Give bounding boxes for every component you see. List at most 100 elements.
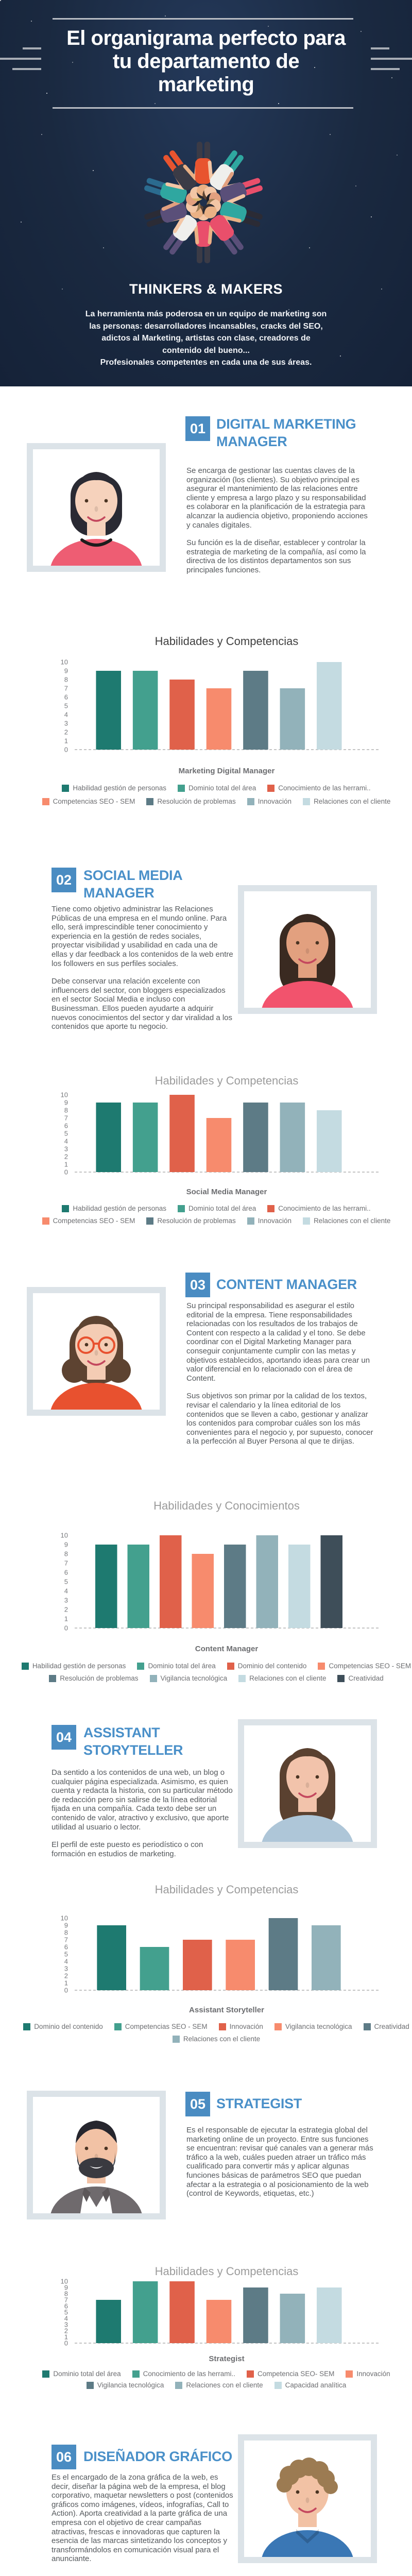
page-title-line: El organigrama perfecto para	[66, 27, 346, 49]
legend-item: Dominio total del área	[42, 2370, 121, 2378]
y-axis-tick-label: 5	[64, 702, 68, 710]
legend-label: Innovación	[356, 2370, 390, 2378]
bar-dominio-total-del-rea	[132, 671, 158, 750]
legend-label: Vigilancia tecnológica	[97, 2381, 164, 2389]
legend-label: Innovación	[229, 2023, 263, 2030]
y-axis-tick-label: 6	[64, 1943, 68, 1951]
section-description: Da sentido a los contenidos de una web, …	[52, 1768, 234, 1867]
section-number-badge: 01	[185, 416, 210, 441]
chart-legend-row: Habilidad gestión de personas Dominio tot…	[21, 1662, 412, 1670]
legend-item: Vigilancia tecnológica	[274, 2023, 352, 2030]
legend-color-swatch	[267, 784, 275, 792]
persona-photo-card	[27, 1287, 166, 1416]
bar-innovaci-n	[183, 1940, 212, 1990]
bar-resoluci-n-de-problemas	[224, 1545, 246, 1628]
chart-legend-row: Dominio del contenido Competencias SEO - …	[21, 2023, 412, 2030]
legend-color-swatch	[177, 784, 185, 792]
chart-legend-row: Habilidad gestión de personas Dominio tot…	[21, 784, 412, 792]
intro-line: adictos al Marketing, artistas con clase…	[101, 334, 311, 343]
legend-label: Competencias SEO - SEM	[329, 1662, 411, 1670]
legend-label: Dominio total del área	[148, 1662, 216, 1670]
section-title-line: CONTENT MANAGER	[216, 1277, 357, 1292]
section-title-line: DISEÑADOR GRÁFICO	[83, 2449, 232, 2464]
legend-label: Conocimiento de las herrami..	[143, 2370, 236, 2378]
bar-competencias-seo-sem	[206, 688, 232, 750]
legend-color-swatch	[42, 798, 49, 805]
section-description: Se encarga de gestionar las cuentas clav…	[186, 466, 373, 584]
y-axis-tick-label: 8	[64, 2290, 68, 2298]
y-axis-tick-label: 3	[64, 1145, 68, 1153]
legend-color-swatch	[42, 1217, 49, 1225]
legend-color-swatch	[267, 1205, 275, 1212]
legend-item: Competencias SEO - SEM	[42, 798, 135, 805]
y-axis-tick-label: 9	[64, 2284, 68, 2292]
legend-item: Relaciones con el cliente	[303, 798, 390, 805]
legend-color-swatch	[346, 2370, 353, 2378]
legend-color-swatch	[318, 1662, 325, 1670]
y-axis-tick-label: 8	[64, 1929, 68, 1937]
chart-x-axis-label: Content Manager	[195, 1645, 259, 1653]
section-paragraph: Se encarga de gestionar las cuentas clav…	[186, 466, 368, 530]
section-number-badge: 02	[52, 868, 76, 892]
header-top-rule	[53, 18, 353, 20]
y-axis-tick-label: 3	[64, 1965, 68, 1973]
legend-label: Vigilancia tecnológica	[160, 1674, 228, 1682]
chart-title: Habilidades y Competencias	[154, 1074, 299, 1087]
section-paragraph: Tiene como objetivo administrar las Rela…	[52, 905, 233, 968]
legend-label: Relaciones con el cliente	[249, 1674, 327, 1682]
intro-line: las personas: desarrolladores incansable…	[89, 321, 323, 331]
intro-line: contenido del bueno...	[162, 346, 250, 355]
legend-item: Resolución de problemas	[146, 1217, 236, 1225]
legend-color-swatch	[218, 2023, 226, 2030]
bar-innovaci-n	[280, 688, 305, 750]
legend-color-swatch	[132, 2370, 140, 2378]
legend-color-swatch	[146, 798, 154, 805]
legend-label: Relaciones con el cliente	[186, 2381, 263, 2389]
legend-item: Dominio total del área	[137, 1662, 216, 1670]
legend-color-swatch	[247, 798, 254, 805]
section-description: Su principal responsabilidad es asegurar…	[186, 1301, 376, 1455]
y-axis-tick-label: 8	[64, 1107, 68, 1114]
legend-label: Competencia SEO- SEM	[258, 2370, 335, 2378]
legend-item: Competencias SEO - SEM	[318, 1662, 411, 1670]
y-axis-tick-label: 7	[64, 2296, 68, 2304]
legend-label: Innovación	[258, 798, 292, 805]
section-description: Es el responsable de ejecutar la estrate…	[186, 2126, 376, 2207]
intro-line: Profesionales competentes en cada una de…	[100, 358, 312, 367]
persona-avatar-illustration	[244, 891, 371, 1008]
bar-resoluci-n-de-problemas	[243, 1103, 268, 1172]
persona-avatar-illustration	[33, 2097, 160, 2213]
bar-innovaci-n	[206, 2300, 232, 2343]
y-axis-tick-label: 10	[61, 2278, 68, 2285]
legend-item: Habilidad gestión de personas	[62, 1205, 166, 1212]
y-axis-tick-label: 10	[61, 1091, 68, 1099]
y-axis-tick-label: 4	[64, 1958, 68, 1965]
right-tick-decoration	[371, 58, 412, 60]
y-axis-tick-label: 0	[64, 1624, 68, 1632]
bar-resoluci-n-de-problemas	[243, 671, 268, 750]
section-title: DIGITAL MARKETING MANAGER	[216, 415, 356, 450]
header: El organigrama perfecto para tu departam…	[0, 0, 412, 386]
page-title-line: tu departamento de	[112, 50, 300, 73]
legend-label: Habilidad gestión de personas	[32, 1662, 126, 1670]
section-paragraph: Da sentido a los contenidos de una web, …	[52, 1768, 233, 1832]
bar-relaciones-con-el-cliente	[317, 1110, 342, 1172]
bar-dominio-total-del-rea	[96, 2300, 121, 2343]
legend-color-swatch	[247, 1217, 254, 1225]
legend-item: Resolución de problemas	[49, 1674, 139, 1682]
legend-item: Dominio del contenido	[227, 1662, 306, 1670]
page-title: El organigrama perfecto para tu departam…	[31, 27, 381, 96]
bar-capacidad-anal-tica	[317, 2287, 342, 2343]
legend-color-swatch	[137, 1662, 145, 1670]
team-member-figure	[183, 142, 224, 199]
y-axis-tick-label: 6	[64, 1122, 68, 1130]
chart-legend-row: Competencias SEO - SEM Resolución de prob…	[21, 798, 412, 805]
legend-color-swatch	[114, 2023, 122, 2030]
legend-item: Innovación	[247, 798, 291, 805]
persona-avatar-illustration	[33, 1293, 160, 1410]
chart-title: Habilidades y Competencias	[154, 1883, 299, 1896]
